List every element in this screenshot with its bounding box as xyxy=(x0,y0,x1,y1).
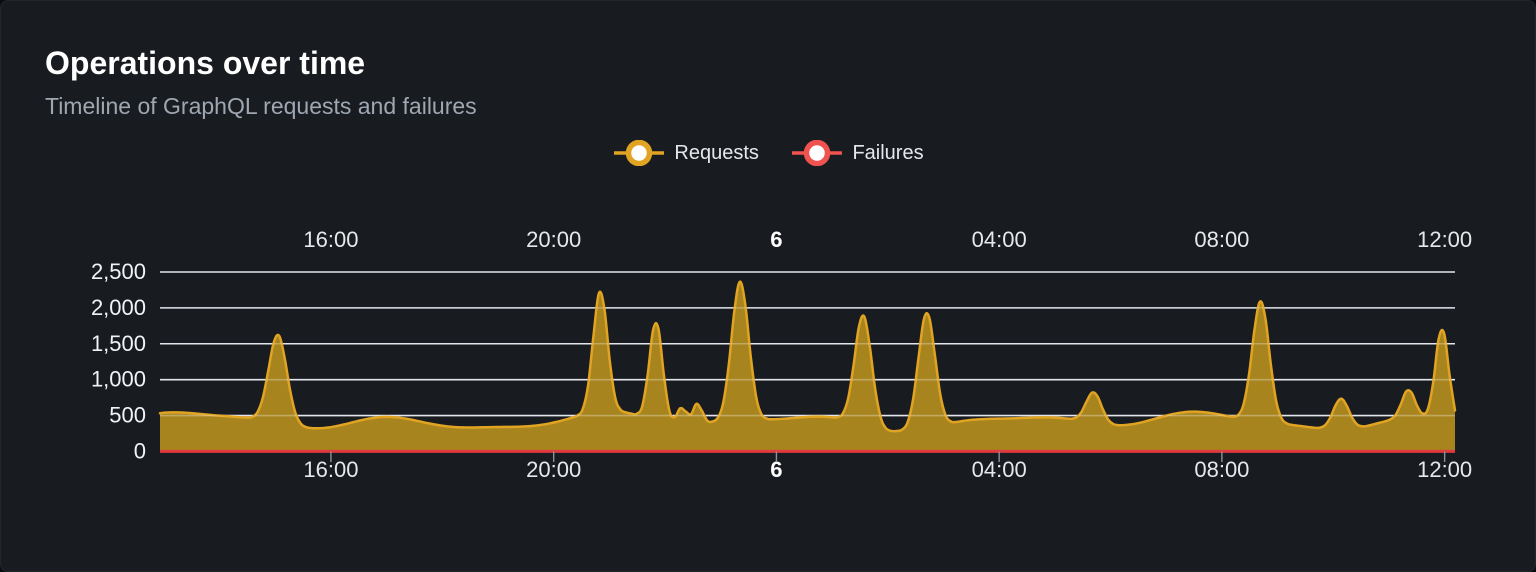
svg-text:1,000: 1,000 xyxy=(91,367,146,392)
svg-text:20:00: 20:00 xyxy=(526,227,581,252)
svg-text:16:00: 16:00 xyxy=(303,227,358,252)
svg-text:2,000: 2,000 xyxy=(91,295,146,320)
svg-text:04:00: 04:00 xyxy=(972,227,1027,252)
svg-text:2,500: 2,500 xyxy=(91,259,146,284)
svg-text:1,500: 1,500 xyxy=(91,331,146,356)
svg-text:6: 6 xyxy=(770,227,782,252)
svg-text:0: 0 xyxy=(134,438,146,463)
svg-text:500: 500 xyxy=(109,403,146,428)
svg-text:12:00: 12:00 xyxy=(1417,227,1472,252)
svg-text:08:00: 08:00 xyxy=(1194,227,1249,252)
